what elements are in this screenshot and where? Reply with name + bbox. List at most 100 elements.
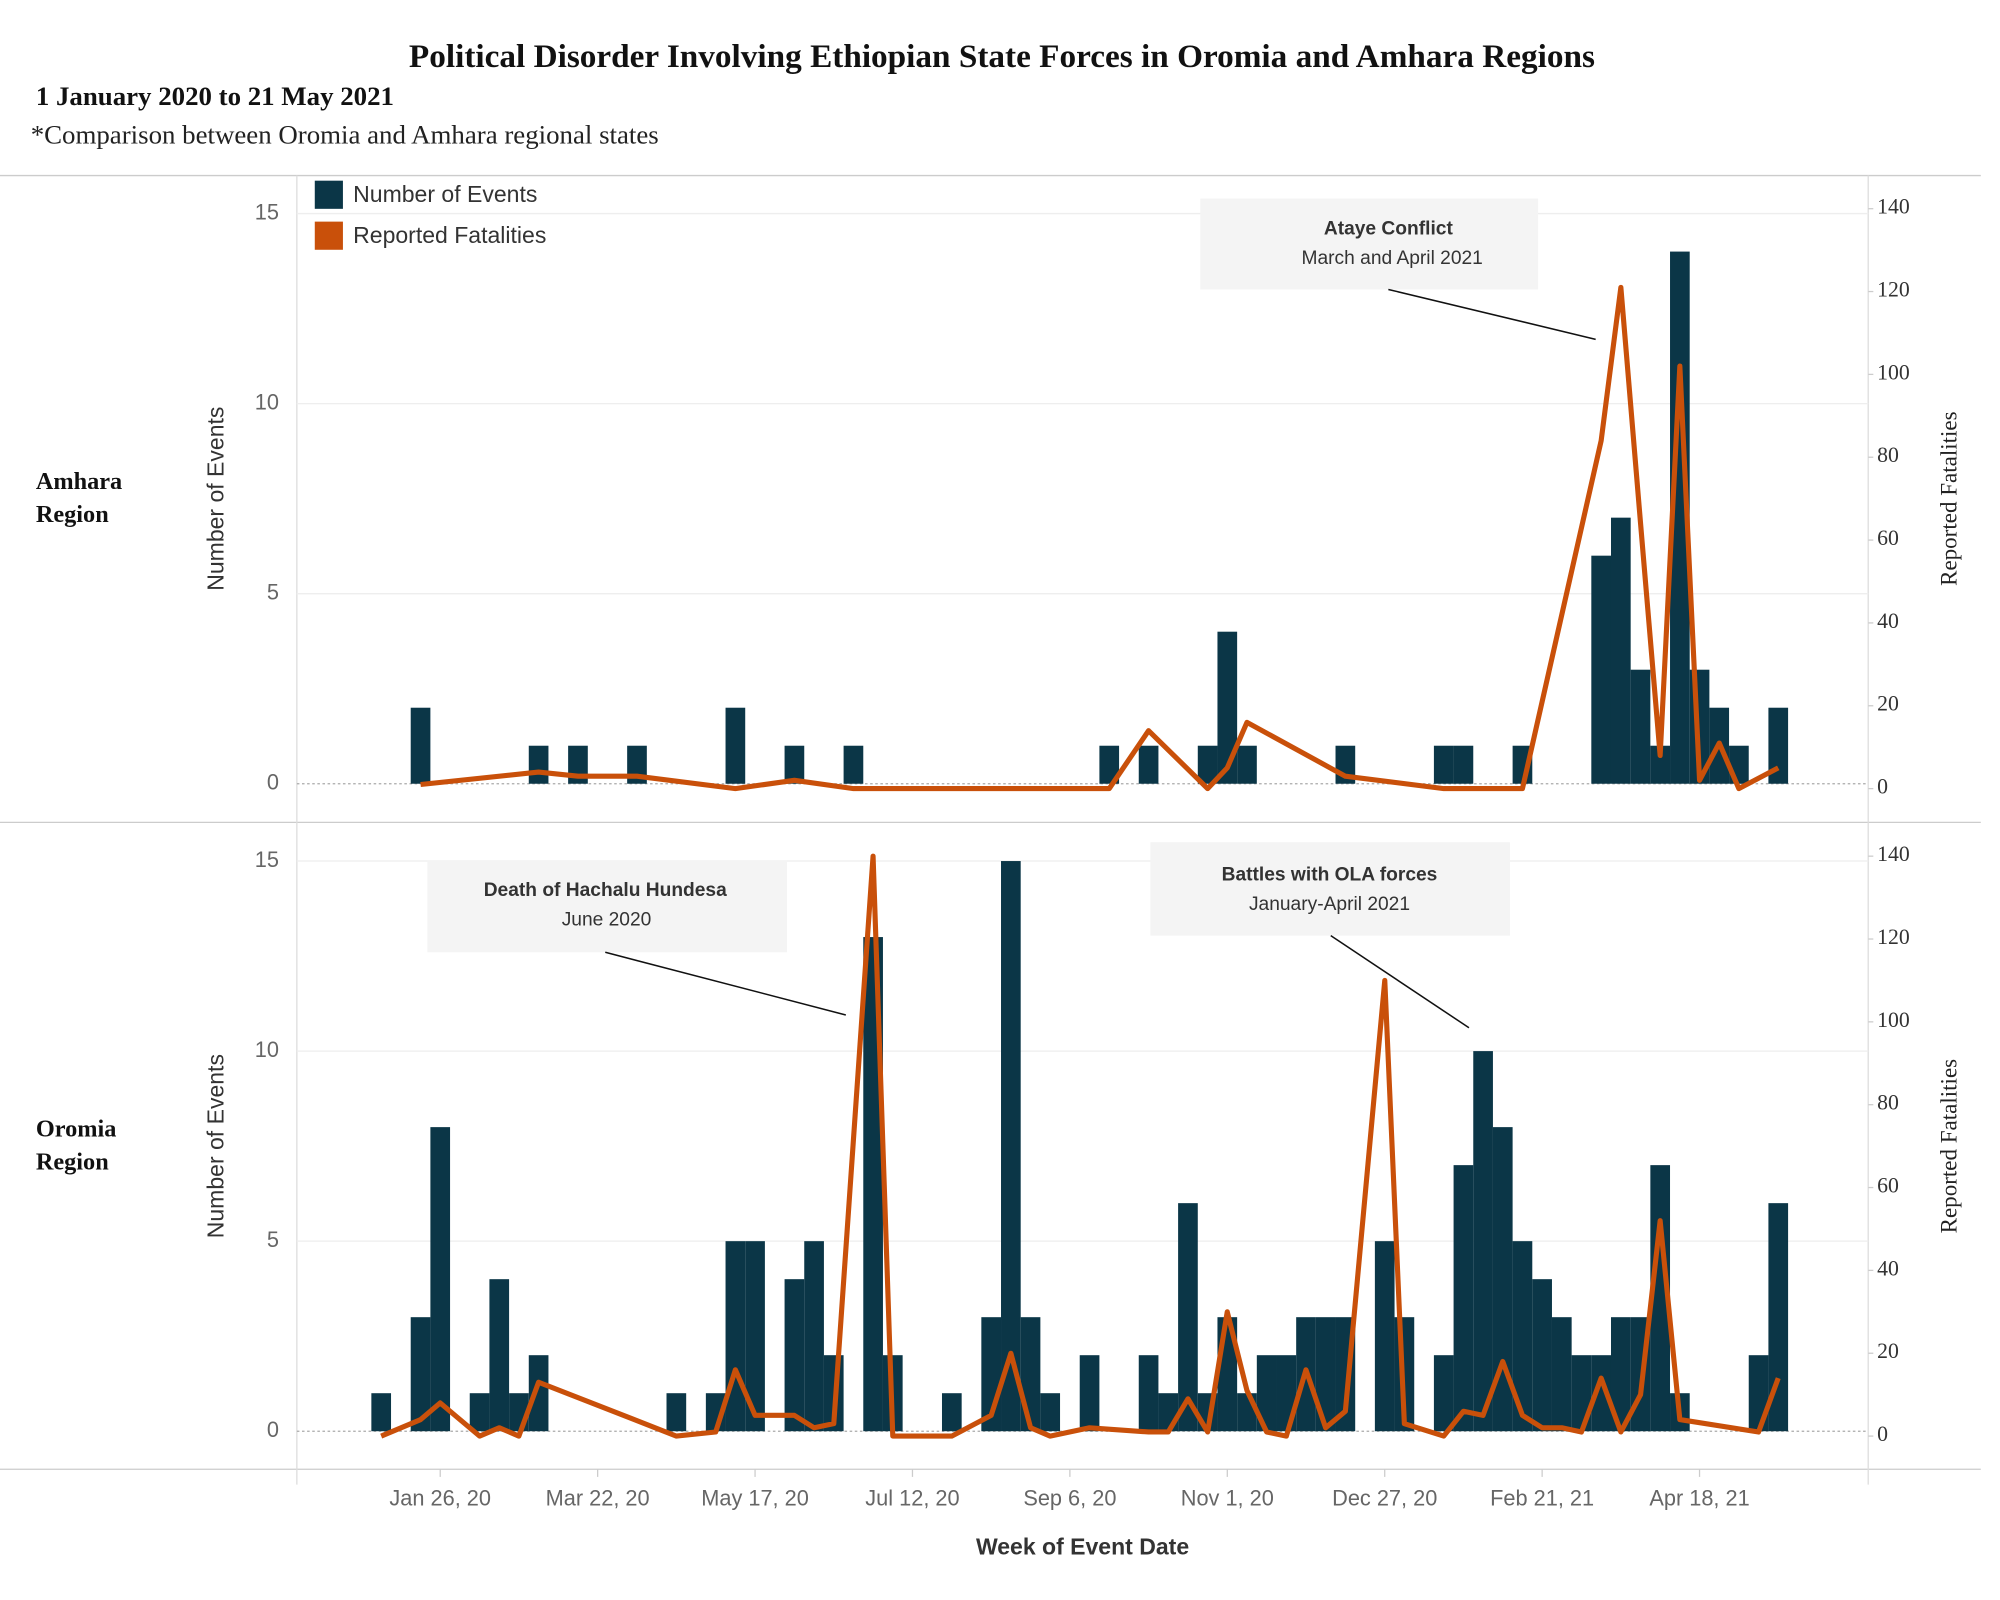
bar bbox=[1610, 1317, 1631, 1432]
annotation-title: Death of Hachalu Hundesa bbox=[484, 880, 727, 901]
y-tick-label: 15 bbox=[255, 847, 279, 872]
y-axis-label: Number of Events bbox=[203, 1054, 229, 1238]
bar bbox=[804, 1241, 824, 1432]
y2-tick-label: 100 bbox=[1877, 360, 1910, 384]
y-tick-label: 0 bbox=[267, 1417, 279, 1442]
y2-axis-label: Reported Fatalities bbox=[1936, 411, 1962, 586]
y2-tick-label: 120 bbox=[1877, 278, 1910, 302]
annotation-box bbox=[427, 860, 787, 953]
bar bbox=[1768, 707, 1789, 784]
row-label: Amhara bbox=[36, 468, 122, 495]
y2-tick-label: 20 bbox=[1877, 692, 1899, 716]
bar bbox=[1099, 745, 1120, 784]
x-tick-label: Jul 12, 20 bbox=[865, 1486, 959, 1511]
annotation-arrow bbox=[605, 951, 847, 1016]
bar bbox=[1040, 1393, 1061, 1432]
bar bbox=[1630, 669, 1651, 784]
bar bbox=[1138, 745, 1159, 784]
bar bbox=[1610, 517, 1631, 784]
bar bbox=[1178, 1203, 1198, 1432]
annotation-text: March and April 2021 bbox=[1302, 248, 1483, 269]
bar bbox=[1079, 1355, 1100, 1432]
y2-tick-label: 140 bbox=[1877, 195, 1910, 219]
bar bbox=[430, 1127, 451, 1432]
x-tick-label: Apr 18, 21 bbox=[1649, 1486, 1749, 1511]
x-tick-label: Dec 27, 20 bbox=[1332, 1486, 1437, 1511]
y2-tick-label: 60 bbox=[1877, 1174, 1899, 1198]
annotation-title: Battles with OLA forces bbox=[1222, 865, 1438, 886]
bar bbox=[1001, 861, 1021, 1432]
y2-axis-label: Reported Fatalities bbox=[1936, 1059, 1962, 1234]
y2-tick-label: 120 bbox=[1877, 925, 1910, 949]
bar bbox=[410, 707, 431, 784]
bar bbox=[1532, 1279, 1552, 1432]
bar bbox=[1197, 745, 1218, 784]
bar bbox=[1551, 1317, 1572, 1432]
y2-tick-label: 40 bbox=[1877, 609, 1899, 633]
bar bbox=[1138, 1355, 1159, 1432]
x-tick-label: May 17, 20 bbox=[701, 1486, 809, 1511]
y2-tick-label: 0 bbox=[1877, 775, 1888, 799]
bar bbox=[1492, 1127, 1513, 1432]
bar bbox=[371, 1393, 392, 1432]
bar bbox=[843, 745, 864, 784]
x-tick-label: Jan 26, 20 bbox=[389, 1486, 491, 1511]
y2-tick-label: 40 bbox=[1877, 1256, 1899, 1280]
bar bbox=[941, 1393, 962, 1432]
annotation-text: June 2020 bbox=[562, 909, 652, 930]
bar bbox=[528, 1355, 549, 1432]
x-tick-label: Sep 6, 20 bbox=[1023, 1486, 1116, 1511]
bar bbox=[784, 1279, 805, 1432]
bar bbox=[1670, 251, 1690, 784]
bar bbox=[528, 745, 549, 784]
annotation-text: January-April 2021 bbox=[1249, 894, 1410, 915]
bar bbox=[745, 1241, 765, 1432]
y2-tick-label: 60 bbox=[1877, 526, 1899, 550]
bar bbox=[784, 745, 805, 784]
y-tick-label: 5 bbox=[267, 579, 279, 604]
bar bbox=[1020, 1317, 1041, 1432]
x-axis-label: Week of Event Date bbox=[976, 1534, 1189, 1560]
legend-swatch bbox=[314, 180, 343, 209]
bar bbox=[1158, 1393, 1179, 1432]
bar bbox=[1512, 1241, 1533, 1432]
bar bbox=[666, 1393, 687, 1432]
y2-tick-label: 80 bbox=[1877, 443, 1899, 467]
bar bbox=[1374, 1241, 1395, 1432]
y-axis-label: Number of Events bbox=[203, 407, 229, 591]
legend-swatch bbox=[314, 221, 343, 250]
y-tick-label: 10 bbox=[255, 1037, 279, 1062]
y2-tick-label: 0 bbox=[1877, 1422, 1888, 1446]
bar bbox=[1591, 1355, 1611, 1432]
bar bbox=[1237, 1393, 1257, 1432]
bar bbox=[725, 707, 746, 784]
bar bbox=[1237, 745, 1257, 784]
legend-label: Reported Fatalities bbox=[353, 222, 546, 248]
bar bbox=[1650, 745, 1671, 784]
bar bbox=[1433, 1355, 1454, 1432]
x-tick-label: Nov 1, 20 bbox=[1181, 1486, 1274, 1511]
annotation-arrow bbox=[1388, 288, 1596, 341]
y2-tick-label: 80 bbox=[1877, 1091, 1899, 1115]
row-label: Region bbox=[36, 1149, 109, 1176]
annotation-box bbox=[1200, 198, 1539, 290]
bar bbox=[1217, 631, 1238, 784]
bar bbox=[1768, 1203, 1789, 1432]
annotation-title: Ataye Conflict bbox=[1324, 218, 1454, 239]
y2-tick-label: 140 bbox=[1877, 842, 1910, 866]
bar bbox=[1453, 745, 1474, 784]
bar bbox=[410, 1317, 431, 1432]
bar bbox=[1453, 1165, 1474, 1432]
chart-title: Political Disorder Involving Ethiopian S… bbox=[409, 38, 1595, 75]
bar bbox=[1650, 1165, 1671, 1432]
y-tick-label: 0 bbox=[267, 769, 279, 794]
y-tick-label: 10 bbox=[255, 389, 279, 414]
y2-tick-label: 100 bbox=[1877, 1008, 1910, 1032]
y2-tick-label: 20 bbox=[1877, 1339, 1899, 1363]
row-label: Region bbox=[36, 501, 109, 528]
bar bbox=[1256, 1355, 1277, 1432]
y-tick-label: 5 bbox=[267, 1227, 279, 1252]
bar bbox=[1433, 745, 1454, 784]
